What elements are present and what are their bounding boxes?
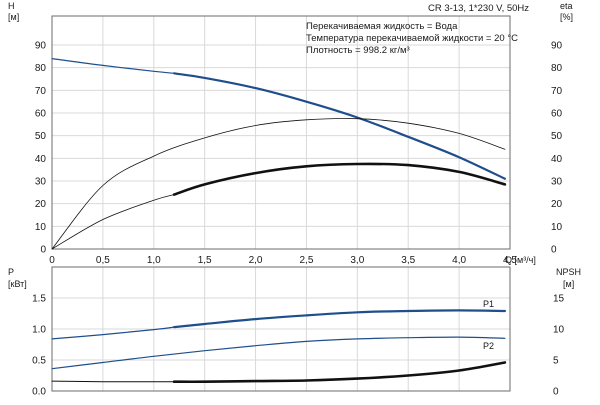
top-left-y-tick: 60 [35, 109, 47, 120]
top-left-y-tick: 0 [40, 245, 46, 256]
axes-frames [51, 15, 511, 392]
series-line-npsh_low [51, 380, 175, 383]
top-left-y-tick: 20 [35, 199, 47, 210]
x-tick-label: 2,0 [249, 255, 263, 266]
series-line-eta_thin_low [51, 194, 175, 250]
x-tick-label: 4,0 [452, 255, 466, 266]
series-line-eta_bold [172, 162, 507, 196]
density-annotation: Плотность = 998.2 кг/м³ [306, 45, 410, 56]
x-tick-label: 0 [49, 255, 55, 266]
series-line-p1_op [173, 309, 506, 329]
top-left-y-tick: 50 [35, 131, 47, 142]
top-right-y-tick: 70 [551, 86, 563, 97]
bottom-left-axis-title: P [8, 267, 14, 277]
bottom-plot-frame [51, 266, 511, 392]
tick-labels: 0 0,5 1,0 1,5 2,0 2,5 3,0 3,5 4,0 4,5010203040506… [32, 41, 564, 398]
curves-layer [51, 58, 507, 384]
bottom-right-y-tick: 10 [553, 325, 565, 336]
top-right-y-tick: 0 [551, 245, 557, 256]
bottom-right-y-tick: 15 [553, 294, 565, 305]
x-axis-label: Q [м³/ч] [505, 255, 536, 265]
bottom-left-y-tick: 0.5 [32, 356, 46, 367]
top-left-y-tick: 90 [35, 41, 47, 52]
series-label-p1: P1 [483, 299, 494, 309]
top-right-y-tick: 40 [551, 154, 563, 165]
bottom-left-y-tick: 1.5 [32, 294, 46, 305]
temperature-annotation: Температура перекачиваемой жидкости = 20… [306, 33, 518, 44]
series-line-npsh_bold [172, 361, 507, 384]
bottom-right-axis-unit: [м] [563, 279, 574, 289]
x-tick-label: 3,5 [401, 255, 415, 266]
x-tick-label: 2,5 [299, 255, 313, 266]
top-right-y-tick: 90 [551, 41, 563, 52]
bottom-left-axis-unit: [кВт] [8, 279, 27, 289]
top-left-y-tick: 10 [35, 222, 47, 233]
top-left-axis-unit: [м] [8, 12, 19, 22]
chart-title: CR 3-13, 1*230 V, 50Hz [428, 3, 529, 14]
series-line-head_op [173, 72, 506, 180]
top-right-y-tick: 10 [551, 222, 563, 233]
top-right-axis-unit: [%] [560, 12, 573, 22]
series-line-p1_full [51, 326, 175, 340]
top-left-y-tick: 40 [35, 154, 47, 165]
top-left-axis-title: H [8, 1, 15, 11]
top-right-y-tick: 80 [551, 63, 563, 74]
top-right-y-tick: 30 [551, 177, 563, 188]
top-left-y-tick: 70 [35, 86, 47, 97]
top-right-y-tick: 20 [551, 199, 563, 210]
series-line-p2 [51, 336, 506, 370]
x-tick-label: 1,5 [198, 255, 212, 266]
x-tick-label: 4,5 [503, 255, 517, 266]
bottom-right-y-tick: 5 [553, 356, 559, 367]
series-line-head_full [51, 58, 175, 74]
fluid-annotation: Перекачиваемая жидкость = Вода [306, 21, 458, 32]
top-plot-frame [51, 15, 511, 250]
x-tick-label: 0,5 [96, 255, 110, 266]
bottom-right-y-tick: 0 [553, 387, 559, 398]
top-right-axis-title: eta [560, 1, 573, 11]
bottom-left-y-tick: 0.0 [32, 387, 46, 398]
series-line-eta_thin [51, 118, 506, 250]
x-tick-label: 3,0 [350, 255, 364, 266]
series-label-p2: P2 [483, 341, 494, 351]
x-tick-label: 1,0 [147, 255, 161, 266]
bottom-right-axis-title: NPSH [556, 267, 581, 277]
top-left-y-tick: 80 [35, 63, 47, 74]
top-right-y-tick: 50 [551, 131, 563, 142]
bottom-left-y-tick: 1.0 [32, 325, 46, 336]
top-left-y-tick: 30 [35, 177, 47, 188]
top-right-y-tick: 60 [551, 109, 563, 120]
